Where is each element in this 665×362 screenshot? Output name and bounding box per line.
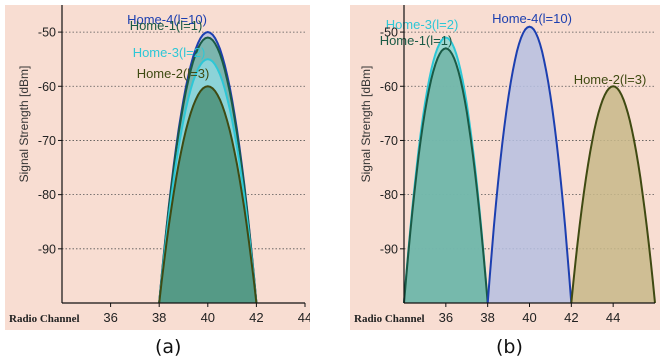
- series-label: Home-2(l=3): [574, 72, 647, 87]
- x-tick-label: 36: [103, 310, 117, 325]
- series-line-2: [158, 36, 258, 304]
- series-label: Home-4(l=10): [492, 11, 572, 26]
- caption-a: (a): [155, 336, 182, 358]
- y-tick-label: -80: [380, 188, 398, 202]
- x-tick-label: 38: [480, 310, 494, 325]
- y-tick-label: -50: [38, 26, 56, 40]
- y-tick-label: -90: [380, 242, 398, 256]
- x-tick-label: 38: [152, 310, 166, 325]
- x-tick-label: 36: [439, 310, 453, 325]
- panel-background: [5, 5, 310, 330]
- chart-b: Home-3(l=2)Home-1(l=1)Home-4(l=10)Home-2…: [350, 5, 660, 330]
- y-tick-label: -90: [38, 242, 56, 256]
- chart-panel-a: Home-4(l=10) Home-1(l=1) Home-3(l=2) Home-2…: [5, 5, 310, 330]
- y-axis-label: Signal Strength [dBm]: [17, 66, 31, 183]
- series-label: Home-1(l=1): [380, 33, 453, 48]
- y-tick-label: -70: [380, 134, 398, 148]
- x-tick-label: 42: [249, 310, 263, 325]
- y-tick-label: -80: [38, 188, 56, 202]
- y-tick-label: -60: [380, 80, 398, 94]
- series-line-4: [570, 85, 656, 304]
- x-axis-label: Radio Channel: [9, 313, 80, 325]
- series-label: Home-2(l=3): [137, 66, 210, 81]
- x-tick-label: 40: [201, 310, 215, 325]
- x-tick-label: 44: [298, 310, 310, 325]
- y-tick-label: -70: [38, 134, 56, 148]
- y-tick-label: -60: [38, 80, 56, 94]
- series-label: Home-3(l=2): [133, 45, 206, 60]
- series-label: Home-4(l=10): [127, 12, 207, 27]
- series-line-3: [158, 58, 258, 304]
- series-line-3: [486, 25, 573, 304]
- x-tick-label: 42: [564, 310, 578, 325]
- x-tick-label: 40: [522, 310, 536, 325]
- y-tick-label: -50: [380, 26, 398, 40]
- chart-a: Home-4(l=10)Home-1(l=1) Home-3(l=2) Home-2…: [5, 5, 310, 330]
- caption-b: (b): [496, 336, 523, 358]
- series-label: Home-1(l=1): [130, 18, 203, 33]
- series-area-4: [159, 86, 257, 303]
- x-axis-label: Radio Channel: [354, 313, 425, 325]
- y-axis-label: Signal Strength [dBm]: [359, 66, 373, 183]
- series-line-4: [158, 85, 258, 304]
- series-line-2: [403, 47, 489, 304]
- series-area-3: [487, 26, 572, 303]
- x-tick-label: 44: [606, 310, 620, 325]
- chart-panel-b: Home-3(l=2) Home-1(l=1) Home-4(l=10) Home-2…: [350, 5, 660, 330]
